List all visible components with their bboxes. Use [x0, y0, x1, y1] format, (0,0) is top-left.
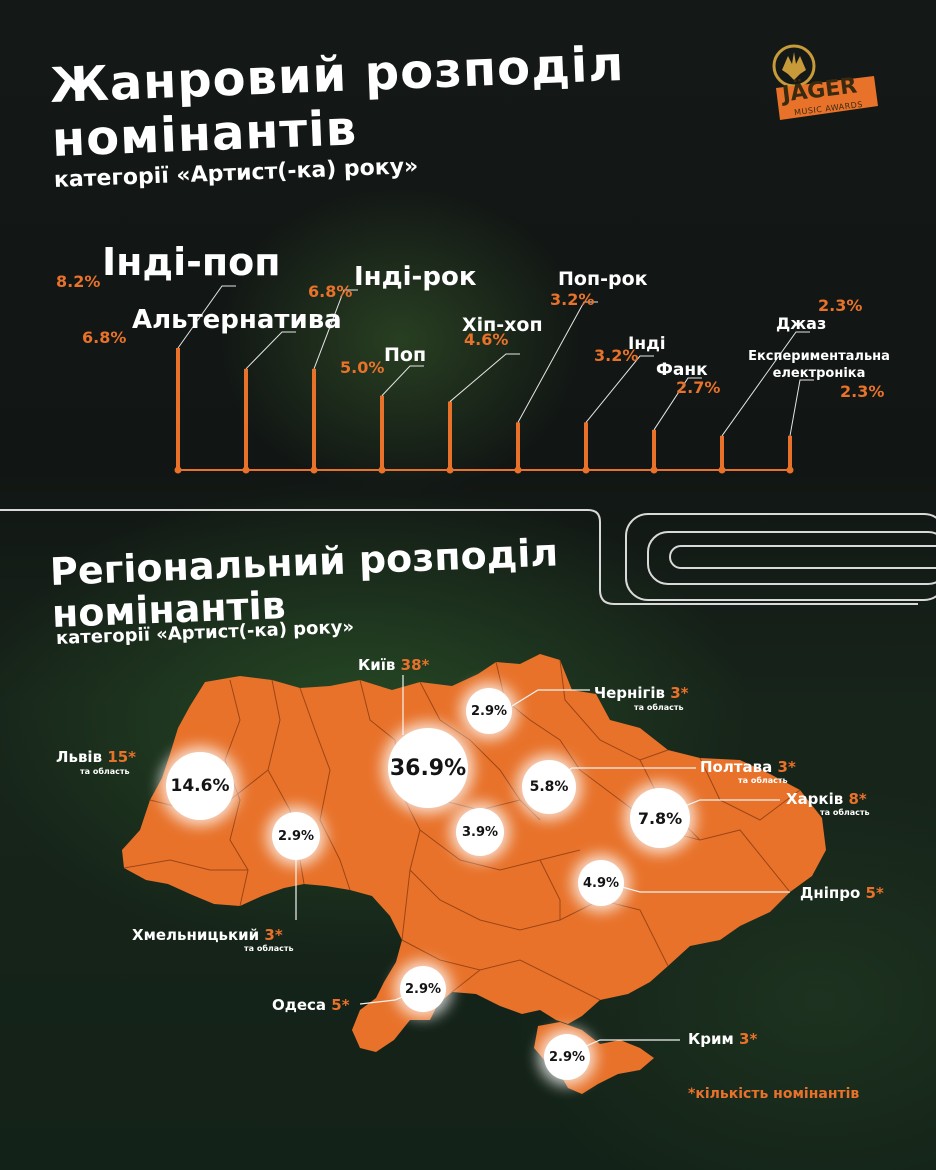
bubble-khmelnytskyi: 2.9% — [272, 812, 320, 860]
genre-value-label: 8.2% — [56, 272, 101, 291]
label-kyiv-count: 38* — [400, 656, 430, 674]
footnote: *кількість номінантів — [688, 1086, 860, 1102]
genre-bar-base-dot — [242, 466, 250, 474]
genre-bar-base-dot — [174, 466, 182, 474]
label-chernihiv-name: Чернігів — [594, 684, 666, 702]
label-kharkiv: Харків 8* — [786, 790, 867, 808]
genre-value-label: 3.2% — [594, 346, 639, 365]
label-chernihiv-count: 3* — [670, 684, 689, 702]
deco-frame-inner — [669, 545, 936, 569]
genre-label: Експериментальна електроніка — [748, 349, 890, 381]
label-dnipro-count: 5* — [865, 884, 884, 902]
label-odesa-name: Одеса — [272, 996, 327, 1014]
label-poltava-count: 3* — [777, 758, 796, 776]
genre-value-label: 2.7% — [676, 378, 721, 397]
genre-bar-base-dot — [718, 466, 726, 474]
genre-leader-line — [789, 379, 814, 436]
genre-leader-line — [245, 331, 296, 370]
genre-value-label: 3.2% — [550, 290, 595, 309]
bubble-lviv: 14.6% — [166, 752, 234, 820]
genre-bar-base-dot — [786, 466, 794, 474]
label-kyiv-name: Київ — [358, 656, 396, 674]
label-odesa-count: 5* — [331, 996, 350, 1014]
genre-leader-line — [517, 301, 598, 423]
genre-bar-base-dot — [582, 466, 590, 474]
genre-label: Фанк — [656, 360, 708, 380]
bubble-odesa: 2.9% — [400, 966, 446, 1012]
stag-emblem-icon — [772, 44, 878, 120]
deco-frame-middle — [647, 531, 936, 585]
genre-value-label: 2.3% — [818, 296, 863, 315]
genre-bar-base-dot — [446, 466, 454, 474]
genre-leader-line — [653, 377, 702, 431]
label-kyiv: Київ 38* — [358, 656, 429, 674]
bubble-dnipro: 4.9% — [578, 860, 624, 906]
bubble-kyiv: 36.9% — [388, 728, 468, 808]
genre-value-label: 6.8% — [82, 328, 127, 347]
note-chernihiv: та область — [634, 703, 684, 712]
bubble-kharkiv: 7.8% — [630, 788, 690, 848]
note-lviv: та область — [80, 767, 130, 776]
label-khmelnytskyi-count: 3* — [264, 926, 283, 944]
label-lviv-count: 15* — [107, 748, 137, 766]
label-kharkiv-name: Харків — [786, 790, 844, 808]
note-khmelnytskyi: та область — [244, 944, 294, 953]
genre-value-label: 6.8% — [308, 282, 353, 301]
genre-label: Хіп-хоп — [462, 314, 543, 336]
genre-bar-base-dot — [378, 466, 386, 474]
genre-leader-line — [177, 285, 236, 349]
genre-label: Інді-поп — [102, 240, 281, 284]
label-lviv: Львів 15* — [56, 748, 136, 766]
genre-label: Джаз — [776, 314, 827, 333]
label-poltava: Полтава 3* — [700, 758, 796, 776]
genre-value-label: 4.6% — [464, 330, 509, 349]
label-lviv-name: Львів — [56, 748, 103, 766]
bubble-poltava: 5.8% — [522, 760, 576, 814]
genre-chart — [174, 285, 814, 474]
label-khmelnytskyi-name: Хмельницький — [132, 926, 260, 944]
genre-label: Альтернатива — [132, 305, 342, 335]
bubble-chernihiv: 2.9% — [466, 688, 512, 734]
genre-leader-line — [585, 355, 654, 423]
label-chernihiv: Чернігів 3* — [594, 684, 689, 702]
label-khmelnytskyi: Хмельницький 3* — [132, 926, 283, 944]
genre-label: Інді-рок — [354, 262, 477, 292]
genre-leader-line — [721, 331, 810, 437]
label-crimea-count: 3* — [739, 1030, 758, 1048]
genre-value-label: 2.3% — [840, 382, 885, 401]
label-dnipro: Дніпро 5* — [800, 884, 884, 902]
genre-bar-base-dot — [514, 466, 522, 474]
genre-label: Інді — [628, 334, 666, 354]
genre-leader-line — [449, 353, 520, 402]
note-poltava: та область — [738, 776, 788, 785]
genre-value-label: 5.0% — [340, 358, 385, 377]
note-kharkiv: та область — [820, 808, 870, 817]
genre-bar-base-dot — [310, 466, 318, 474]
deco-frame-outer — [625, 513, 936, 601]
label-odesa: Одеса 5* — [272, 996, 350, 1014]
genre-label: Поп — [384, 344, 427, 366]
label-dnipro-name: Дніпро — [800, 884, 861, 902]
genre-label: Поп-рок — [558, 268, 648, 290]
genre-leader-line — [313, 289, 358, 370]
label-poltava-name: Полтава — [700, 758, 773, 776]
genre-leader-line — [381, 365, 424, 396]
label-crimea-name: Крим — [688, 1030, 734, 1048]
section-divider — [0, 509, 918, 605]
bubble-crimea: 2.9% — [544, 1034, 590, 1080]
logo: JÄGER MUSIC AWARDS — [762, 44, 880, 130]
bubble-unlabeled: 3.9% — [456, 808, 504, 856]
genre-bar-base-dot — [650, 466, 658, 474]
label-kharkiv-count: 8* — [848, 790, 867, 808]
label-crimea: Крим 3* — [688, 1030, 757, 1048]
